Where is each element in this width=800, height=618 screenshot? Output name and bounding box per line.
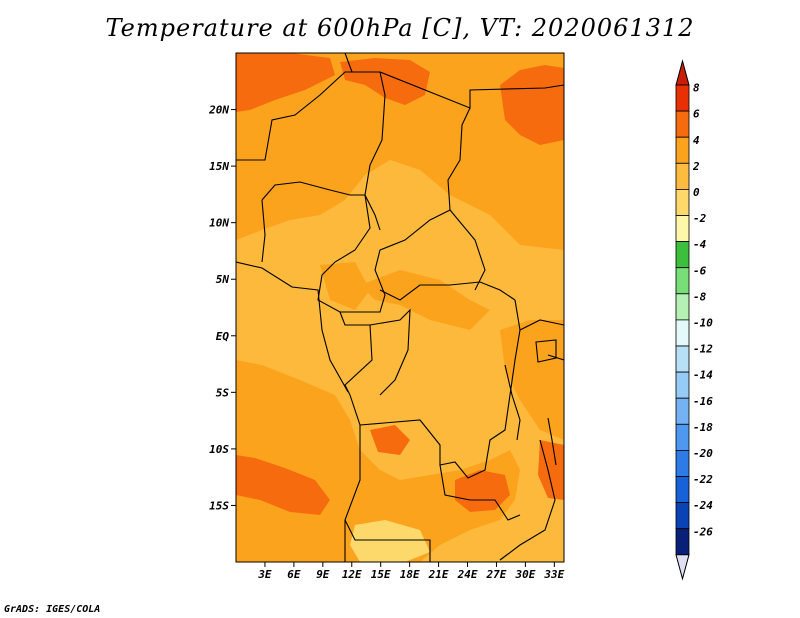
colorbar-label: 0 xyxy=(693,186,700,199)
lon-tick-label: 30E xyxy=(514,568,535,581)
colorbar: 8 6 4 2 0 -2 -4 -6 -8 -10 -12 -14 -16 -18 -20 -22 -24 -26 xyxy=(675,59,713,581)
colorbar-label: 2 xyxy=(692,160,700,173)
colorbar-bin xyxy=(675,371,690,399)
grads-credit: GrADS: IGES/COLA xyxy=(4,604,101,615)
colorbar-top-arrow xyxy=(675,59,690,86)
lat-tick-label: 15S xyxy=(209,499,229,512)
colorbar-bin xyxy=(675,319,690,347)
colorbar-label: -14 xyxy=(693,369,713,382)
colorbar-bin xyxy=(675,449,690,477)
colorbar-bin xyxy=(675,188,690,216)
map-title: Temperature at 600hPa [C], VT: 202006131… xyxy=(105,14,695,42)
colorbar-label: -18 xyxy=(693,421,713,434)
border-car-south xyxy=(379,281,516,301)
colorbar-bin xyxy=(675,241,690,269)
border-east-1 xyxy=(519,319,564,331)
latitude-ticks: 20N 15N 10N 5N EQ 5S 10S 15S xyxy=(208,104,236,512)
lat-tick-label: 10N xyxy=(209,217,229,230)
lon-tick-label: 3E xyxy=(257,568,272,581)
country-borders xyxy=(236,53,564,562)
coastline-west xyxy=(236,261,349,393)
border-north-2 xyxy=(344,53,353,73)
colorbar-bin xyxy=(675,502,690,530)
border-drc-east xyxy=(359,299,521,479)
colorbar-label: -20 xyxy=(693,447,713,460)
field-band-m2-0 xyxy=(350,520,430,562)
border-cameroon xyxy=(317,194,451,313)
lon-tick-label: 27E xyxy=(486,568,507,581)
colorbar-bin xyxy=(675,345,690,373)
colorbar-label: -16 xyxy=(693,395,713,408)
colorbar-bin xyxy=(675,528,690,556)
colorbar-label: 4 xyxy=(693,134,700,147)
colorbar-bin xyxy=(675,293,690,321)
lat-tick-label: 5N xyxy=(216,273,230,286)
lon-tick-label: 9E xyxy=(316,568,330,581)
colorbar-bin xyxy=(675,215,690,243)
border-east-3 xyxy=(499,439,556,561)
field-band-4-6 xyxy=(236,53,564,515)
colorbar-label: -10 xyxy=(693,317,713,330)
lat-tick-label: EQ xyxy=(216,330,230,343)
colorbar-label: -12 xyxy=(693,343,713,356)
border-nigeria xyxy=(261,181,365,201)
colorbar-label: -22 xyxy=(693,473,713,486)
border-north-1 xyxy=(236,71,564,161)
lat-tick-label: 10S xyxy=(209,443,229,456)
lon-tick-label: 21E xyxy=(428,568,449,581)
lon-tick-label: 12E xyxy=(342,568,362,581)
lon-tick-label: 6E xyxy=(287,568,301,581)
colorbar-label: 6 xyxy=(693,108,700,121)
lat-tick-label: 20N xyxy=(208,104,229,117)
border-benin xyxy=(261,199,266,263)
lon-tick-label: 24E xyxy=(457,568,478,581)
colorbar-bin xyxy=(675,397,690,425)
lon-tick-label: 33E xyxy=(543,568,564,581)
lake-malawi xyxy=(547,417,557,466)
colorbar-bottom-arrow xyxy=(675,554,690,581)
colorbar-label: -2 xyxy=(693,212,707,225)
colorbar-bin xyxy=(675,110,690,138)
colorbar-bin xyxy=(675,423,690,451)
map-frame xyxy=(235,52,565,563)
colorbar-bin xyxy=(675,84,690,112)
lat-tick-label: 15N xyxy=(209,160,229,173)
border-niger-chad xyxy=(364,71,386,231)
colorbar-bin xyxy=(675,162,690,190)
border-chad-sudan xyxy=(447,107,486,291)
border-zambia xyxy=(439,464,521,521)
colorbar-bin xyxy=(675,267,690,295)
colorbar-label: -4 xyxy=(693,238,707,251)
border-congo-drc xyxy=(369,308,411,396)
colorbar-label: 8 xyxy=(693,82,700,95)
colorbar-bin xyxy=(675,476,690,504)
lat-tick-label: 5S xyxy=(216,386,230,399)
border-gabon xyxy=(339,311,373,396)
longitude-ticks: 3E 6E 9E 12E 15E 18E 21E 24E 27E 30E 33E xyxy=(257,562,565,581)
temperature-field xyxy=(236,53,564,562)
lon-tick-label: 18E xyxy=(400,568,420,581)
lon-tick-label: 15E xyxy=(371,568,391,581)
colorbar-label: -24 xyxy=(693,499,713,512)
colorbar-label: -6 xyxy=(693,264,707,277)
colorbar-label: -8 xyxy=(693,290,707,303)
lake-victoria xyxy=(535,339,557,363)
colorbar-bin xyxy=(675,136,690,164)
colorbar-label: -26 xyxy=(693,525,713,538)
lake-tanganyika xyxy=(504,364,521,441)
